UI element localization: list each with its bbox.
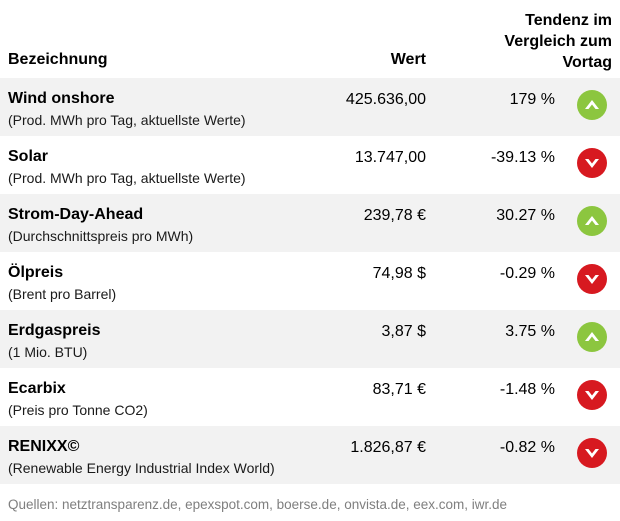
row-name: Wind onshore (8, 90, 115, 107)
row-change: -1.48 % (499, 381, 555, 398)
table-row: RENIXX© (Renewable Energy Industrial Inde… (0, 426, 620, 484)
row-name: Strom-Day-Ahead (8, 206, 144, 223)
row-change: -0.29 % (499, 265, 555, 282)
arrow-down-icon (577, 148, 607, 178)
row-value: 3,87 $ (381, 323, 426, 340)
row-name: Erdgaspreis (8, 322, 101, 339)
row-value: 1.826,87 € (350, 439, 426, 456)
row-name: Ölpreis (8, 264, 64, 281)
row-value: 74,98 $ (372, 265, 426, 282)
table-row: Ecarbix (Preis pro Tonne CO2) 83,71 € -1.48… (0, 368, 620, 426)
arrow-up-icon (577, 206, 607, 236)
row-value: 13.747,00 (354, 149, 426, 166)
header-trend: Tendenz im Vergleich zum Vortag (504, 10, 612, 73)
table-row: Erdgaspreis (1 Mio. BTU) 3,87 $ 3.75 % (0, 310, 620, 368)
row-subtitle: (1 Mio. BTU) (8, 344, 88, 360)
row-change: -39.13 % (490, 149, 555, 166)
source-note: Quellen: netztransparenz.de, epexspot.co… (8, 497, 508, 512)
row-subtitle: (Brent pro Barrel) (8, 286, 117, 302)
header-trend-line2: Vergleich zum (504, 33, 612, 50)
row-subtitle: (Durchschnittspreis pro MWh) (8, 228, 194, 244)
row-change: 3.75 % (505, 323, 555, 340)
arrow-down-icon (577, 438, 607, 468)
row-subtitle: (Prod. MWh pro Tag, aktuellste Werte) (8, 170, 246, 186)
row-name: RENIXX© (8, 438, 80, 455)
header-name: Bezeichnung (8, 51, 108, 68)
row-subtitle: (Renewable Energy Industrial Index World… (8, 460, 275, 476)
row-value: 425.636,00 (345, 91, 426, 108)
arrow-down-icon (577, 264, 607, 294)
row-change: -0.82 % (499, 439, 555, 456)
table-header: Bezeichnung Wert Tendenz im Vergleich zu… (0, 0, 620, 79)
table-row: Ölpreis (Brent pro Barrel) 74,98 $ -0.29 % (0, 252, 620, 310)
table-body: Wind onshore (Prod. MWh pro Tag, aktuells… (0, 78, 620, 484)
row-change: 179 % (509, 91, 555, 108)
row-subtitle: (Prod. MWh pro Tag, aktuellste Werte) (8, 112, 246, 128)
table-row: Solar (Prod. MWh pro Tag, aktuellste Wert… (0, 136, 620, 194)
arrow-up-icon (577, 322, 607, 352)
table-row: Wind onshore (Prod. MWh pro Tag, aktuells… (0, 78, 620, 136)
arrow-down-icon (577, 380, 607, 410)
row-name: Solar (8, 148, 49, 165)
table-row: Strom-Day-Ahead (Durchschnittspreis pro M… (0, 194, 620, 252)
row-change: 30.27 % (496, 207, 555, 224)
row-subtitle: (Preis pro Tonne CO2) (8, 402, 148, 418)
header-trend-line3: Vortag (562, 54, 612, 71)
header-trend-line1: Tendenz im (525, 12, 612, 29)
arrow-up-icon (577, 90, 607, 120)
row-name: Ecarbix (8, 380, 66, 397)
row-value: 239,78 € (363, 207, 426, 224)
row-value: 83,71 € (372, 381, 426, 398)
header-value: Wert (390, 51, 426, 68)
